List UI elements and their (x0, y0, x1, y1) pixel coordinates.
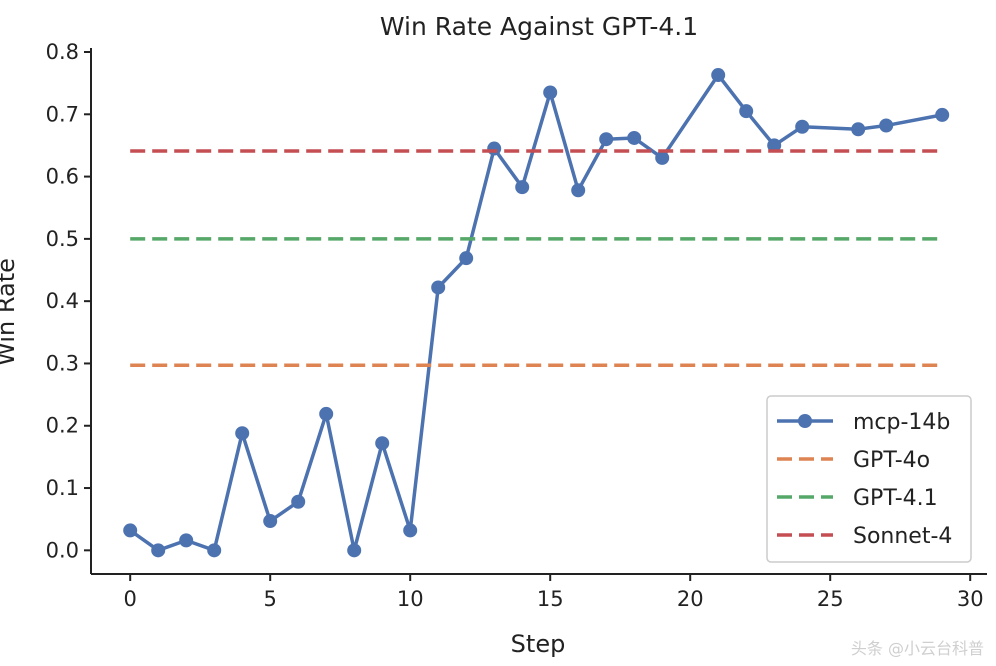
legend-box (766, 395, 972, 563)
data-point (627, 130, 642, 145)
data-point (179, 533, 194, 548)
data-point (375, 436, 390, 451)
data-point (487, 141, 502, 156)
legend-label-gpt-4-1: GPT-4.1 (853, 486, 938, 511)
data-point (291, 494, 306, 509)
data-point (711, 68, 726, 83)
data-point (235, 426, 250, 441)
legend: mcp-14b GPT-4o GPT-4.1 Sonnet-4 (766, 395, 972, 563)
y-tick-label: 0.0 (46, 538, 79, 562)
data-point (151, 543, 166, 558)
data-point (347, 543, 362, 558)
x-tick-label: 30 (957, 587, 984, 611)
y-tick-label: 0.7 (46, 102, 79, 126)
data-point (319, 406, 334, 421)
data-point (207, 543, 222, 558)
legend-marker (798, 414, 812, 428)
y-tick-label: 0.4 (46, 289, 79, 313)
x-axis-label: Step (511, 630, 566, 658)
x-tick-label: 25 (817, 587, 844, 611)
data-point (795, 119, 810, 134)
data-point (599, 132, 614, 147)
data-point (739, 104, 754, 119)
x-tick-label: 10 (397, 587, 424, 611)
data-point (767, 138, 782, 153)
data-point (879, 118, 894, 133)
data-point (431, 280, 446, 295)
legend-label-gpt-4o: GPT-4o (853, 448, 930, 473)
plot-area: 0.0 0.1 0.2 0.3 0.4 0.5 0.6 0.7 0.8 0 5 10 15 20 25 30 (46, 40, 987, 611)
data-point (935, 107, 950, 122)
data-point (851, 122, 866, 137)
x-tick-label: 0 (124, 587, 137, 611)
data-point (403, 523, 418, 538)
y-tick-label: 0.2 (46, 414, 79, 438)
data-point (655, 150, 670, 165)
data-point (459, 251, 474, 266)
y-tick-label: 0.1 (46, 476, 79, 500)
y-axis-label: Win Rate (0, 258, 20, 366)
x-tick-label: 5 (264, 587, 277, 611)
data-point (263, 514, 278, 529)
x-tick-label: 20 (677, 587, 704, 611)
y-tick-label: 0.8 (46, 40, 79, 64)
y-tick-label: 0.6 (46, 165, 79, 189)
legend-label-sonnet-4: Sonnet-4 (853, 524, 952, 549)
y-tick-label: 0.3 (46, 351, 79, 375)
y-tick-label: 0.5 (46, 227, 79, 251)
data-point (543, 85, 558, 100)
watermark: 头条 @小云台科普 (851, 639, 984, 658)
data-point (571, 183, 586, 198)
chart-title: Win Rate Against GPT-4.1 (380, 12, 698, 41)
data-point (123, 523, 138, 538)
x-tick-label: 15 (537, 587, 564, 611)
data-point (515, 180, 530, 195)
legend-label-mcp-14b: mcp-14b (853, 410, 950, 435)
